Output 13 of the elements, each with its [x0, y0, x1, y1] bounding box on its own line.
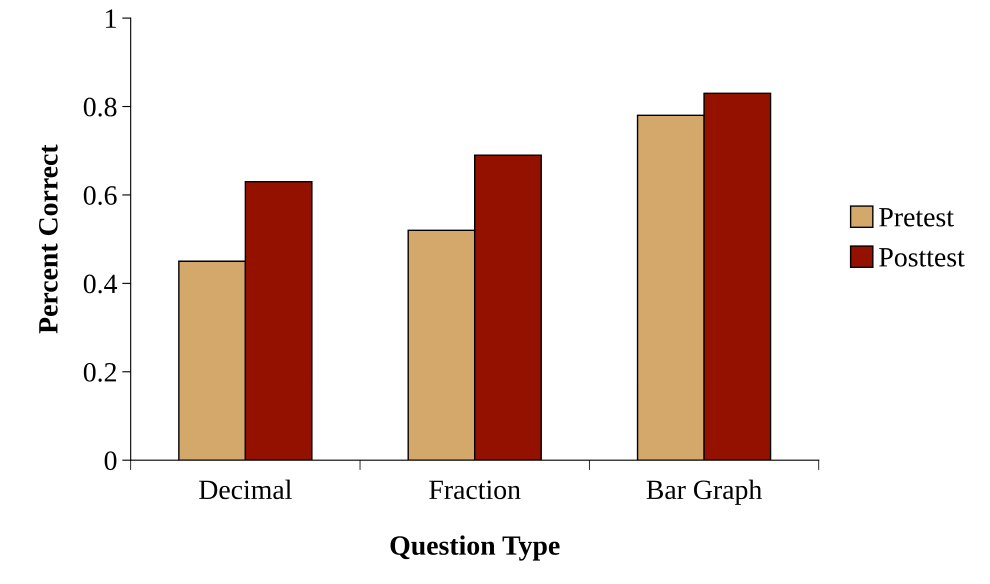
y-tick-label: 0: [104, 451, 116, 470]
y-tick-label: 0.4: [84, 274, 118, 294]
y-tick-label: 0.6: [84, 186, 117, 205]
x-tick-label: Decimal: [199, 480, 292, 500]
y-tick-label: 0.8: [84, 98, 116, 117]
y-tick-label: 1: [106, 9, 116, 28]
y-axis-title: Percent Correct: [39, 144, 58, 334]
legend-label: Pretest: [879, 208, 954, 227]
y-tick-label: 0.2: [84, 362, 116, 382]
legend-label: Posttest: [879, 248, 965, 267]
x-axis-title: Question Type: [390, 535, 560, 561]
x-tick-label: Bar Graph: [646, 480, 762, 505]
x-tick-label: Fraction: [429, 480, 521, 500]
